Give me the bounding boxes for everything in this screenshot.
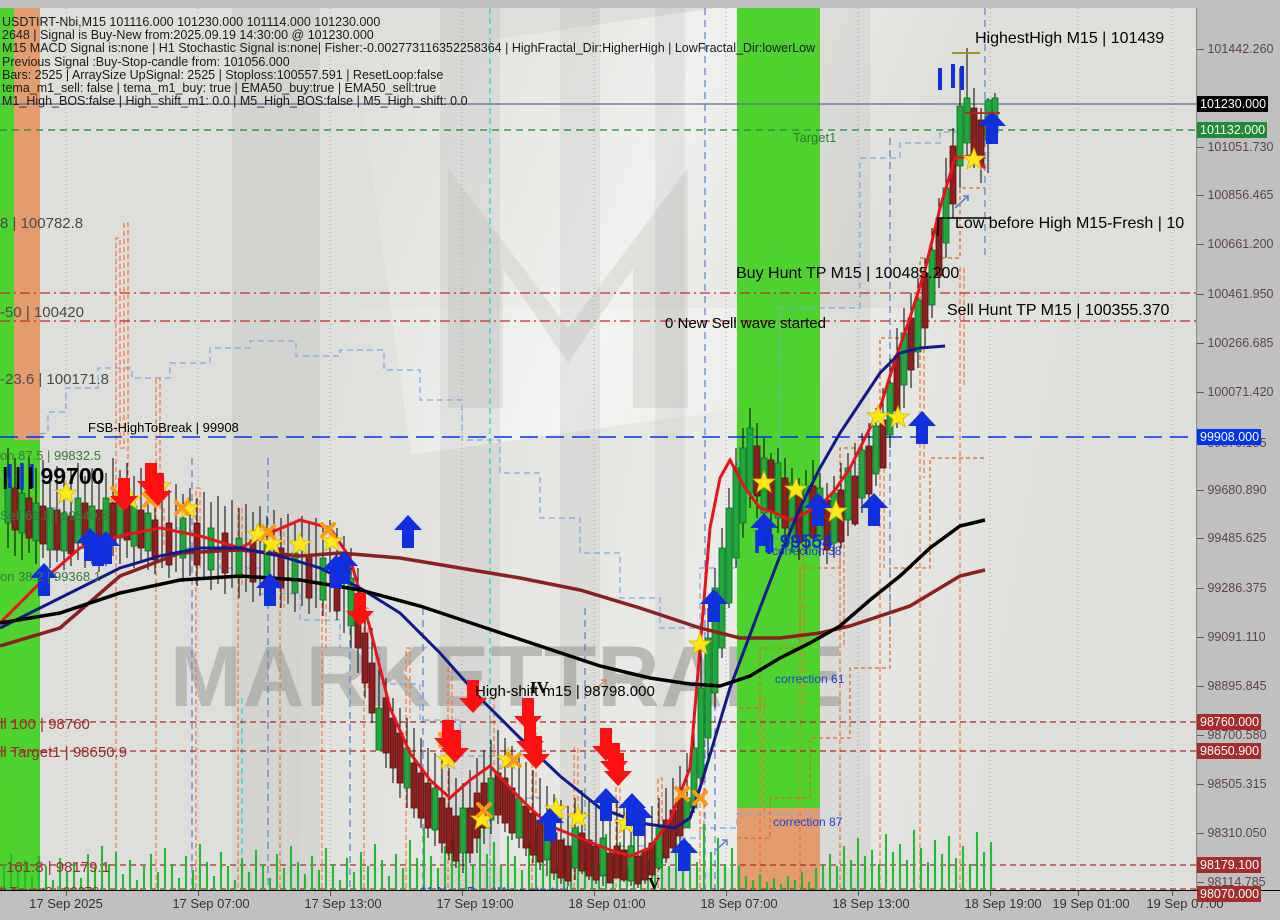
time-tick: 18 Sep 01:00 [568, 896, 646, 911]
price-tick: – 98895.845 [1197, 679, 1267, 693]
time-tick: 17 Sep 07:00 [172, 896, 250, 911]
price-axis[interactable]: – 101442.260 – 101051.730 – 100856.465 –… [1197, 8, 1280, 902]
time-tick: 18 Sep 13:00 [832, 896, 910, 911]
price-tick: – 99485.625 [1197, 531, 1267, 545]
price-tick: – 98700.580 [1197, 728, 1267, 742]
price-tag-level-2: 98650.900 [1197, 743, 1262, 759]
time-axis[interactable]: 17 Sep 2025 17 Sep 07:00 17 Sep 13:00 17… [0, 890, 1280, 920]
price-tick: – 98310.050 [1197, 826, 1267, 840]
price-tick: – 99286.375 [1197, 581, 1267, 595]
price-tick: – 98505.315 [1197, 777, 1267, 791]
chart-graphics [0, 8, 1196, 890]
time-tick: 17 Sep 13:00 [304, 896, 382, 911]
price-tag-current: 101230.000 [1197, 96, 1269, 112]
price-tick: – 99091.110 [1197, 630, 1266, 644]
price-tick: – 101051.730 [1197, 140, 1274, 154]
time-tick: 18 Sep 07:00 [700, 896, 778, 911]
price-tick: – 100856.465 [1197, 188, 1274, 202]
price-tick: – 100661.200 [1197, 237, 1274, 251]
price-tick: – 101442.260 [1197, 42, 1274, 56]
price-tag-fsb: 99908.000 [1197, 429, 1262, 445]
price-tick: – 100071.420 [1197, 385, 1274, 399]
price-tag-level-3: 98179.100 [1197, 857, 1262, 873]
price-tag-level-1: 98760.000 [1197, 714, 1262, 730]
price-tick: – 99680.890 [1197, 483, 1267, 497]
price-tag-target: 101132.000 [1197, 122, 1268, 138]
price-tick: – 100266.685 [1197, 336, 1274, 350]
time-tick: 17 Sep 19:00 [436, 896, 514, 911]
price-tick: – 100461.950 [1197, 287, 1274, 301]
chart-plot-area[interactable]: MARKETTRADE [0, 8, 1197, 890]
time-tick: 18 Sep 19:00 [964, 896, 1042, 911]
time-tick: 17 Sep 2025 [29, 896, 103, 911]
price-tag-level-4: 98070.000 [1197, 886, 1262, 902]
price-tick: – 98114.785 [1197, 875, 1266, 889]
time-tick: 19 Sep 01:00 [1052, 896, 1130, 911]
